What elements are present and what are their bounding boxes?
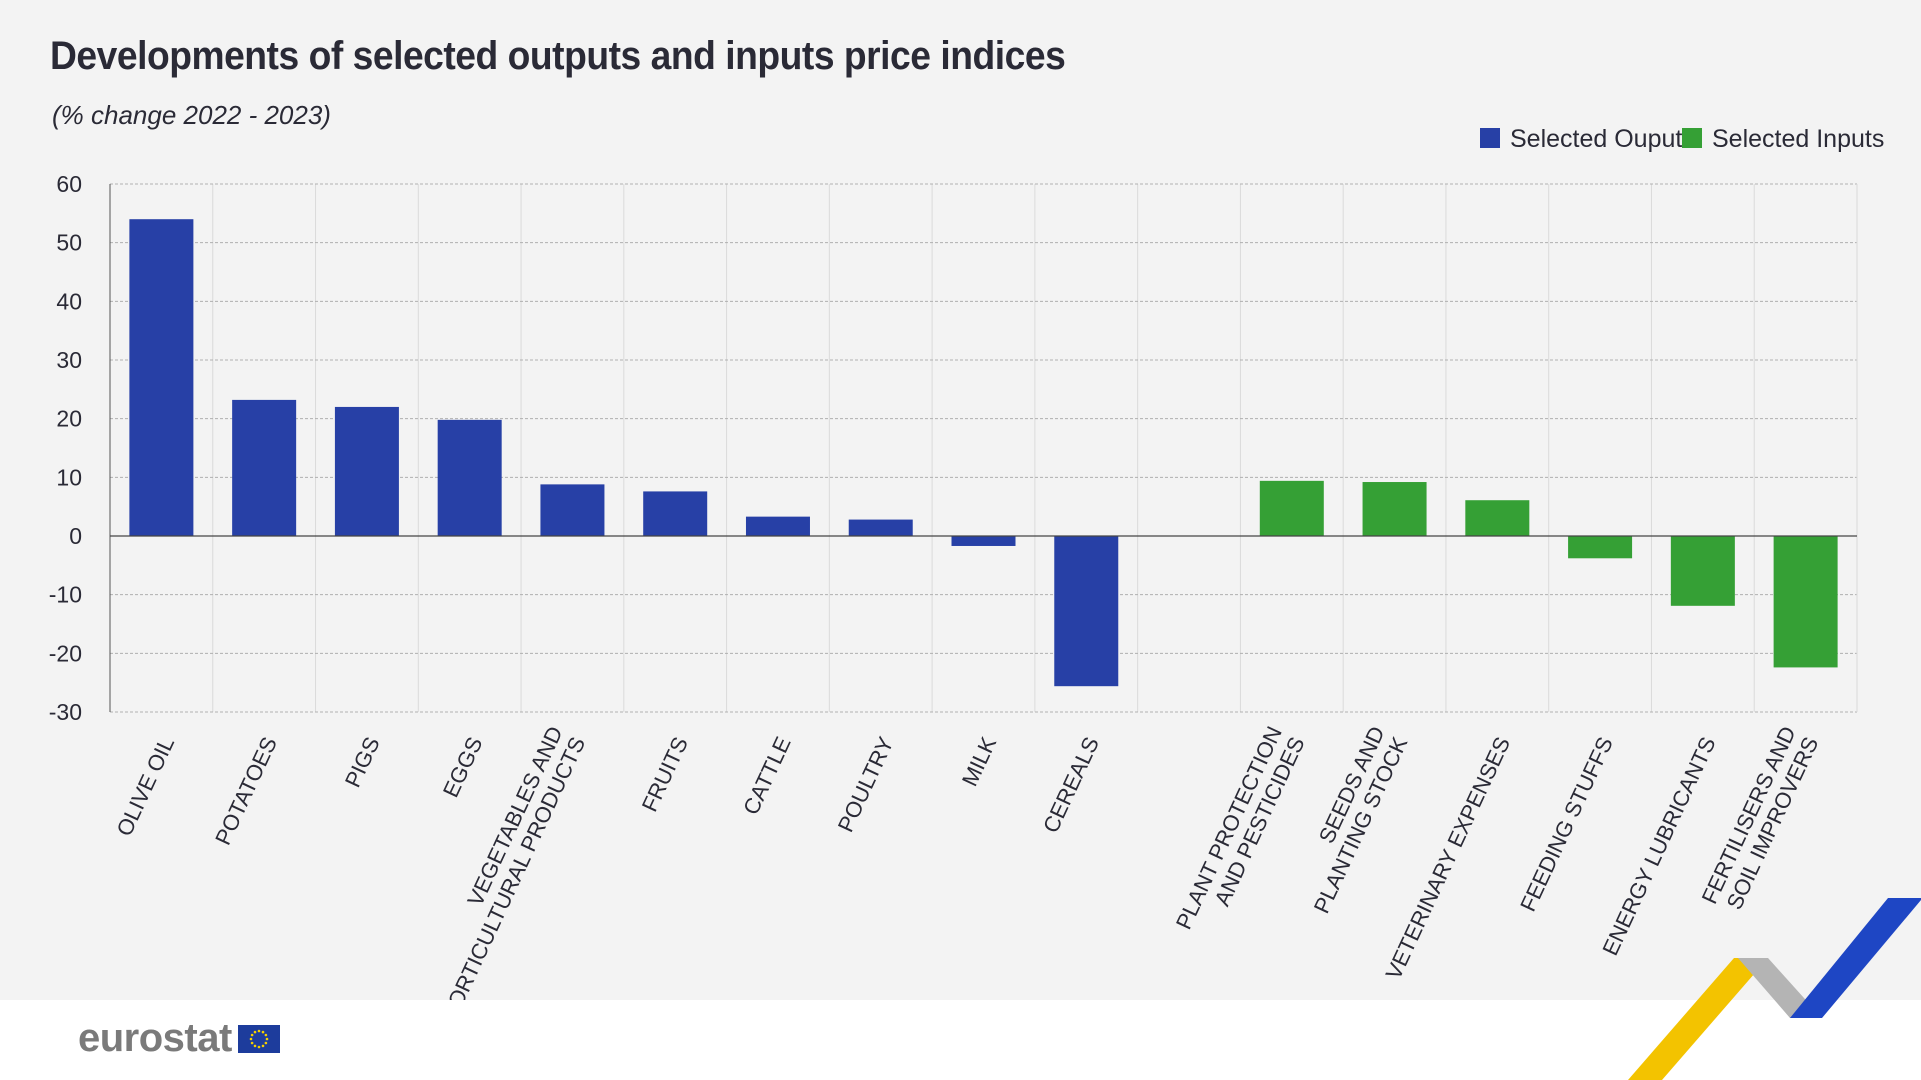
bar xyxy=(437,419,502,536)
bar xyxy=(745,516,810,536)
y-tick-label: -20 xyxy=(49,640,82,666)
bar xyxy=(1568,536,1633,559)
bar xyxy=(232,399,297,536)
y-tick-label: -30 xyxy=(49,699,82,725)
y-tick-label: 30 xyxy=(56,347,82,373)
ribbon-yellow xyxy=(1628,958,1768,1080)
y-tick-label: 0 xyxy=(69,523,82,549)
bar xyxy=(540,484,605,536)
bar xyxy=(1259,480,1324,536)
legend-label: Selected Ouputs xyxy=(1510,125,1695,153)
bar xyxy=(848,519,913,536)
bar xyxy=(951,536,1016,546)
eu-flag-icon xyxy=(237,1024,280,1053)
legend-label: Selected Inputs xyxy=(1712,125,1884,153)
logo-text: eurostat xyxy=(78,1016,232,1060)
bar xyxy=(129,219,194,536)
ribbon-blue xyxy=(1790,898,1921,1018)
bar xyxy=(334,406,399,536)
legend-swatch xyxy=(1682,128,1702,148)
chart-panel xyxy=(0,0,1921,1000)
legend-swatch xyxy=(1480,128,1500,148)
bar xyxy=(1054,536,1119,687)
bar xyxy=(643,491,708,536)
bar xyxy=(1773,536,1838,668)
page-subtitle: (% change 2022 - 2023) xyxy=(52,100,331,130)
y-tick-label: 20 xyxy=(56,406,82,432)
y-tick-label: 50 xyxy=(56,230,82,256)
eurostat-logo: eurostat xyxy=(78,1016,280,1061)
bar xyxy=(1362,482,1427,536)
y-tick-label: 10 xyxy=(56,464,82,490)
y-tick-label: 60 xyxy=(56,171,82,197)
bar xyxy=(1465,500,1530,536)
page-title: Developments of selected outputs and inp… xyxy=(50,34,1066,78)
ribbon-grey xyxy=(1738,958,1822,1018)
y-tick-label: 40 xyxy=(56,288,82,314)
bar xyxy=(1670,536,1735,606)
y-tick-label: -10 xyxy=(49,582,82,608)
